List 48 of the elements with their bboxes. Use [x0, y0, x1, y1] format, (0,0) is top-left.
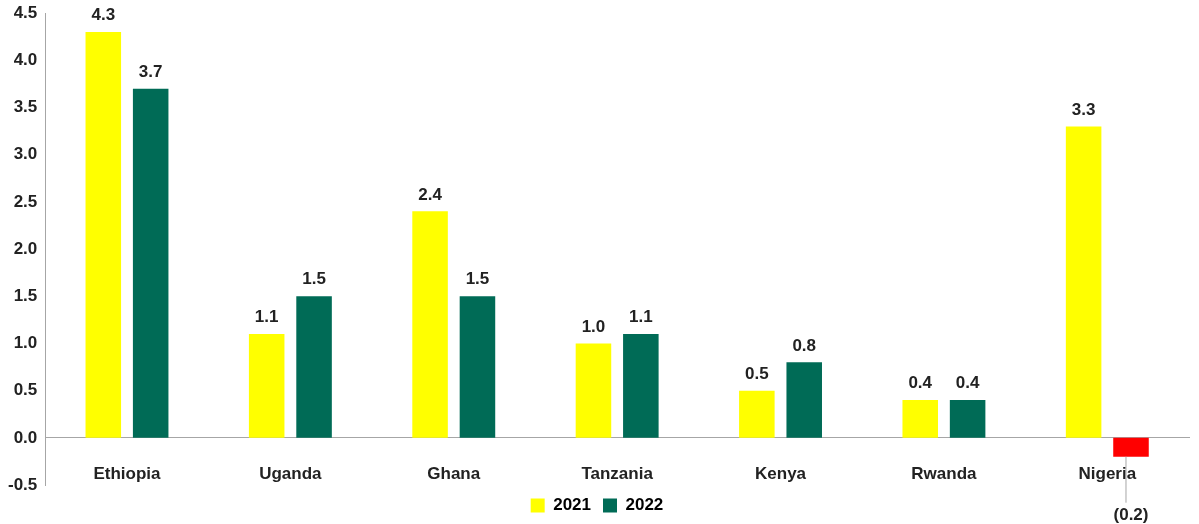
y-tick-label: 0.5 — [13, 380, 38, 400]
data-label: 0.4 — [955, 373, 980, 393]
data-label: 0.5 — [745, 363, 769, 383]
bar — [739, 390, 775, 438]
bar — [412, 211, 448, 438]
bar — [902, 400, 938, 438]
bar — [296, 296, 332, 438]
y-tick-label: 3.0 — [13, 144, 38, 164]
y-tick-label: 1.0 — [13, 333, 38, 353]
x-tick-label: Rwanda — [911, 463, 978, 483]
bar — [248, 334, 285, 438]
x-tick-label: Uganda — [259, 463, 323, 483]
bar — [85, 32, 122, 438]
bar — [1065, 126, 1102, 438]
y-tick-label: 1.5 — [13, 285, 38, 305]
bar — [1113, 437, 1149, 457]
data-label: 2.4 — [418, 184, 443, 204]
bar — [949, 400, 986, 438]
legend-label: 2022 — [625, 495, 664, 515]
bar — [786, 362, 822, 438]
data-label: 1.0 — [581, 316, 606, 336]
y-tick-label: 4.5 — [13, 2, 38, 22]
data-label: 3.7 — [138, 61, 163, 81]
data-label: 1.5 — [465, 269, 490, 289]
y-tick-label: 4.0 — [13, 50, 38, 70]
y-tick-label: -0.5 — [8, 474, 38, 494]
bar — [459, 296, 496, 438]
y-tick-label: 2.5 — [13, 191, 38, 211]
x-tick-label: Kenya — [755, 463, 807, 483]
x-tick-label: Nigeria — [1078, 463, 1137, 483]
legend-label: 2021 — [553, 495, 592, 515]
y-tick-label: 2.0 — [13, 238, 38, 258]
data-label: 4.3 — [91, 5, 116, 25]
data-label: 3.3 — [1071, 99, 1096, 119]
data-label: 0.4 — [908, 373, 933, 393]
x-tick-label: Tanzania — [581, 463, 654, 483]
y-tick-label: 0.0 — [13, 427, 38, 447]
bar — [575, 343, 612, 438]
data-label: 1.1 — [254, 307, 279, 327]
data-label: 0.8 — [792, 335, 817, 355]
bar — [623, 334, 659, 438]
data-label: (0.2) — [1113, 504, 1149, 524]
x-tick-label: Ethiopia — [93, 463, 162, 483]
x-tick-label: Ghana — [427, 463, 481, 483]
data-label: 1.1 — [629, 307, 653, 327]
bar — [132, 88, 169, 438]
data-label: 1.5 — [302, 269, 326, 289]
y-tick-label: 3.5 — [13, 97, 38, 117]
